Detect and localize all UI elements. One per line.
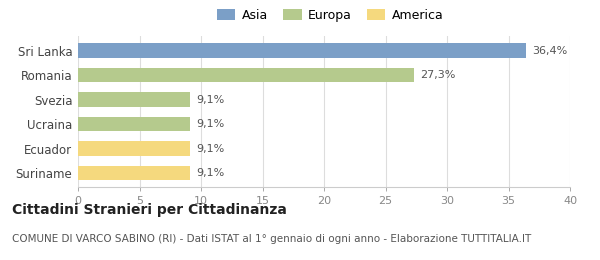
Text: 9,1%: 9,1%: [196, 144, 224, 153]
Text: COMUNE DI VARCO SABINO (RI) - Dati ISTAT al 1° gennaio di ogni anno - Elaborazio: COMUNE DI VARCO SABINO (RI) - Dati ISTAT…: [12, 234, 531, 244]
Text: 36,4%: 36,4%: [532, 46, 567, 56]
Text: 27,3%: 27,3%: [420, 70, 455, 80]
Bar: [78, 68, 414, 82]
Bar: [78, 141, 190, 156]
Legend: Asia, Europa, America: Asia, Europa, America: [214, 6, 446, 24]
Text: Cittadini Stranieri per Cittadinanza: Cittadini Stranieri per Cittadinanza: [12, 203, 287, 217]
Text: 9,1%: 9,1%: [196, 95, 224, 105]
Bar: [78, 166, 190, 180]
Text: 9,1%: 9,1%: [196, 119, 224, 129]
Text: 9,1%: 9,1%: [196, 168, 224, 178]
Bar: [78, 92, 190, 107]
Bar: [78, 43, 526, 58]
Bar: [78, 117, 190, 131]
